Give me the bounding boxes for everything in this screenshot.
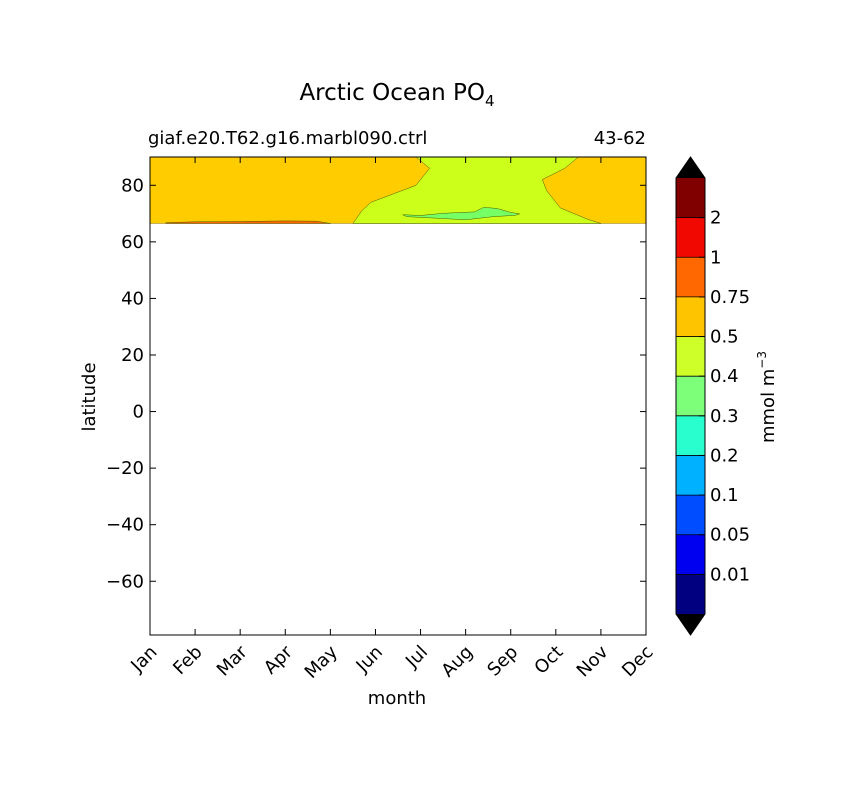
colorbar-extend-high — [676, 157, 705, 178]
y-tick-label: 80 — [121, 175, 144, 196]
colorbar-tick-label: 0.5 — [710, 327, 739, 348]
x-tick-label: Feb — [169, 642, 206, 679]
x-tick-label: May — [301, 641, 342, 682]
plot-background — [150, 157, 646, 635]
plot-area: Jan Feb Mar Apr May Jun Jul Aug Sep Oct Nov Dec 80 6… — [106, 156, 658, 683]
y-tick-label: 60 — [121, 232, 144, 253]
y-tick-label: 20 — [121, 345, 144, 366]
colorbar-segment — [676, 534, 705, 575]
colorbar-segment — [676, 495, 705, 535]
colorbar-tick-label: 0.01 — [710, 564, 750, 585]
x-tick-label: Mar — [213, 641, 252, 680]
contour-fill-group — [150, 157, 646, 224]
chart-title: Arctic Ocean PO4 — [299, 80, 494, 110]
colorbar-segment — [676, 376, 705, 416]
x-tick-label: Nov — [573, 641, 613, 681]
colorbar-tick-label: 2 — [710, 208, 721, 229]
contour-region-0 — [352, 157, 601, 224]
colorbar-tick-label: 1 — [710, 247, 721, 268]
colorbar-frame — [675, 156, 706, 636]
x-tick-label: Apr — [260, 641, 297, 678]
y-axis-label: latitude — [79, 362, 100, 431]
plot-frame — [149, 156, 647, 636]
x-axis-label: month — [368, 688, 426, 709]
colorbar: 0.01 0.05 0.1 0.2 0.3 0.4 0.5 0.75 1 2 — [675, 156, 750, 636]
y-tick-label: 0 — [133, 402, 144, 423]
colorbar-extend-low — [676, 614, 705, 635]
y-tick-label: 40 — [121, 288, 144, 309]
x-tick-label: Dec — [618, 642, 657, 681]
colorbar-segment — [676, 455, 705, 496]
colorbar-tick-label: 0.05 — [710, 525, 750, 546]
y-tick-label: −60 — [106, 571, 144, 592]
colorbar-tick-label: 0.1 — [710, 485, 739, 506]
x-tick-label: Oct — [530, 642, 567, 679]
colorbar-tick-label: 0.4 — [710, 366, 739, 387]
x-tick-label: Jul — [401, 642, 432, 673]
x-tick-label: Jun — [352, 642, 387, 677]
colorbar-label: mmol m−3 — [755, 351, 779, 443]
colorbar-tick-label: 0.75 — [710, 287, 750, 308]
colorbar-segment — [676, 574, 705, 614]
y-axis-ticks: 80 60 40 20 0 −20 −40 −60 — [106, 175, 646, 592]
colorbar-segment — [676, 296, 705, 337]
colorbar-segment — [676, 257, 705, 297]
colorbar-segment — [676, 336, 705, 377]
x-tick-label: Aug — [437, 642, 477, 682]
contour-region-2 — [165, 220, 331, 224]
y-tick-label: −40 — [106, 515, 144, 536]
x-tick-label: Sep — [483, 642, 522, 681]
year-range-label: 43-62 — [594, 128, 646, 149]
colorbar-tick-label: 0.2 — [710, 445, 739, 466]
colorbar-segment — [676, 415, 705, 456]
colorbar-tick-label: 0.3 — [710, 406, 739, 427]
colorbar-segment — [676, 217, 705, 258]
contour-region-1 — [402, 207, 520, 221]
colorbar-segment — [676, 178, 705, 218]
y-tick-label: −20 — [106, 458, 144, 479]
x-tick-label: Jan — [126, 642, 161, 677]
run-name-label: giaf.e20.T62.g16.marbl090.ctrl — [148, 128, 427, 149]
